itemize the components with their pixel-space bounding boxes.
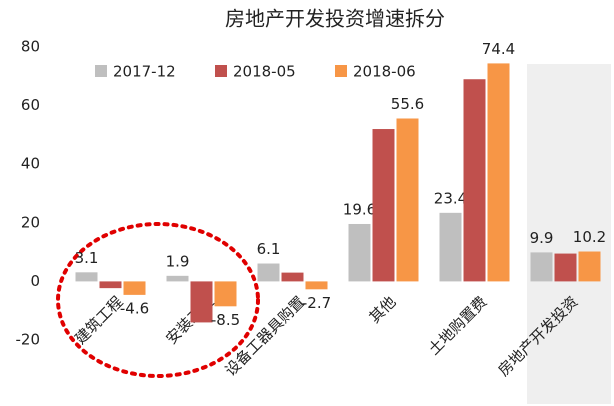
bar [123,281,146,295]
bar [305,281,328,290]
bar [214,281,237,307]
y-tick-label: 60 [21,96,40,114]
y-tick-label: 80 [21,38,40,56]
y-tick-label: 0 [30,272,40,290]
bar [257,263,280,282]
legend-label: 2018-06 [353,63,416,81]
data-label: 55.6 [391,95,424,113]
data-label: 1.9 [166,252,190,270]
bar [75,272,98,282]
legend-label: 2017-12 [113,63,176,81]
data-label: 74.4 [482,40,515,58]
data-label: -4.6 [120,299,149,317]
highlight-band [527,64,611,404]
legend-swatch [215,65,227,77]
legend-swatch [335,65,347,77]
data-label: 9.9 [530,229,554,247]
data-label: -2.7 [302,294,331,312]
bar [578,251,601,282]
bar [463,79,486,282]
bar [190,281,213,323]
y-tick-label: 40 [21,155,40,173]
x-tick-label: 其他 [366,293,400,327]
highlight-ellipse [56,222,260,378]
data-label: 19.6 [343,200,376,218]
bar [99,281,122,289]
y-tick-label: -20 [16,331,41,349]
bar [439,212,462,282]
bar [348,223,371,282]
data-label: 23.4 [434,189,467,207]
data-label: 10.2 [573,228,606,246]
bar [487,63,510,282]
data-label: 3.1 [75,249,99,267]
bar [396,118,419,282]
bar [281,272,304,282]
bar [372,129,395,282]
y-tick-label: 20 [21,213,40,231]
chart-title: 房地产开发投资增速拆分 [225,7,445,31]
x-tick-label: 建筑工程 [71,293,126,348]
legend-label: 2018-05 [233,63,296,81]
data-label: 6.1 [257,240,281,258]
data-label: -8.5 [211,311,240,329]
legend-swatch [95,65,107,77]
bar [554,253,577,282]
bar [166,275,189,282]
bar [530,252,553,282]
x-tick-label: 土地购置费 [425,293,491,359]
